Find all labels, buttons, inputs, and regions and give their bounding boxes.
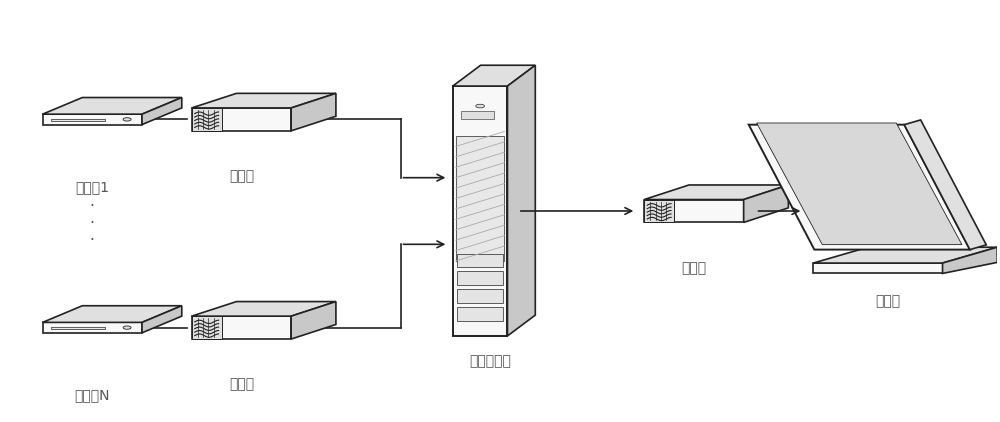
Polygon shape [644,185,788,200]
Text: 发送端N: 发送端N [75,388,110,402]
Polygon shape [507,65,535,336]
Polygon shape [192,93,336,108]
Polygon shape [457,271,503,285]
Polygon shape [51,327,105,329]
Text: 路由器: 路由器 [229,169,254,183]
Polygon shape [457,289,503,303]
Circle shape [123,326,131,329]
Polygon shape [291,93,336,131]
Text: 发送端1: 发送端1 [75,180,109,194]
Circle shape [123,118,131,121]
Polygon shape [192,302,336,316]
Polygon shape [757,123,962,245]
Polygon shape [456,136,504,261]
Polygon shape [43,322,142,333]
Polygon shape [813,247,997,263]
Polygon shape [813,263,943,273]
Polygon shape [457,307,503,321]
Polygon shape [51,119,105,121]
Polygon shape [904,120,986,249]
Polygon shape [142,97,182,124]
Polygon shape [43,97,182,114]
Polygon shape [192,316,291,339]
Polygon shape [142,306,182,333]
Polygon shape [744,185,788,222]
Polygon shape [453,65,535,86]
Circle shape [476,104,484,108]
Text: ·: · [90,199,95,214]
Polygon shape [457,254,503,268]
Polygon shape [644,200,674,222]
Polygon shape [43,306,182,322]
Polygon shape [453,86,507,336]
Polygon shape [943,247,997,273]
Text: ·: · [90,233,95,248]
Polygon shape [192,108,222,131]
Text: 路由器: 路由器 [681,261,706,275]
Polygon shape [192,108,291,131]
Polygon shape [192,316,222,339]
Text: 接收端: 接收端 [875,294,900,308]
Polygon shape [43,114,142,124]
Text: 路由器: 路由器 [229,378,254,392]
Polygon shape [291,302,336,339]
Polygon shape [461,111,494,119]
Text: ·: · [90,216,95,231]
Polygon shape [749,124,970,249]
Polygon shape [644,200,744,222]
Text: 网络服务器: 网络服务器 [469,354,511,369]
